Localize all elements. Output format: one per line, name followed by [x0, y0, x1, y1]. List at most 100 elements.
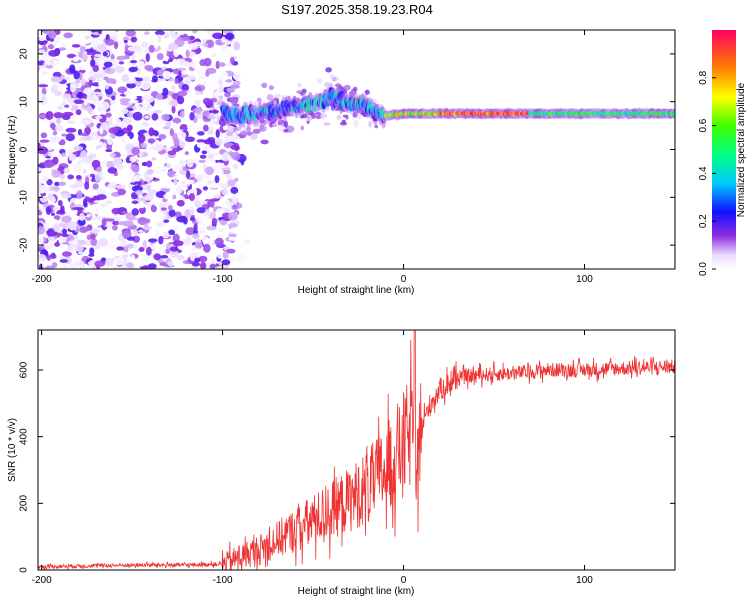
noise-speckle: [353, 119, 359, 128]
noise-speckle: [77, 218, 86, 226]
noise-speckle: [167, 170, 176, 178]
noise-speckle: [69, 263, 78, 268]
noise-speckle: [325, 67, 332, 73]
y-tick-label: -20: [19, 237, 30, 252]
noise-speckle: [124, 90, 132, 97]
noise-speckle: [232, 80, 241, 86]
noise-speckle: [121, 229, 132, 239]
noise-speckle: [158, 134, 167, 140]
noise-speckle: [227, 179, 236, 187]
noise-speckle: [47, 239, 54, 248]
noise-speckle: [62, 111, 74, 117]
noise-speckle: [111, 207, 121, 215]
noise-speckle: [83, 87, 93, 93]
noise-speckle: [184, 145, 189, 152]
noise-speckle: [156, 93, 163, 101]
noise-speckle: [212, 32, 224, 40]
noise-speckle: [210, 200, 215, 208]
noise-speckle: [308, 116, 313, 121]
noise-speckle: [121, 74, 130, 83]
noise-speckle: [136, 180, 142, 186]
noise-speckle: [217, 228, 224, 232]
noise-speckle: [156, 221, 166, 228]
noise-speckle: [45, 56, 53, 66]
noise-speckle: [131, 141, 139, 146]
noise-speckle: [207, 115, 216, 120]
noise-speckle: [80, 117, 92, 126]
noise-speckle: [214, 266, 222, 269]
noise-speckle: [38, 37, 45, 42]
noise-speckle: [151, 112, 159, 121]
noise-speckle: [92, 64, 100, 73]
noise-speckle: [171, 105, 176, 114]
noise-speckle: [122, 220, 134, 227]
noise-speckle: [107, 167, 118, 174]
noise-speckle: [57, 235, 69, 243]
noise-speckle: [67, 221, 78, 229]
noise-speckle: [201, 150, 208, 155]
noise-speckle: [96, 92, 104, 97]
noise-speckle: [220, 71, 229, 79]
noise-speckle: [163, 55, 170, 62]
noise-speckle: [159, 262, 167, 267]
noise-speckle: [218, 84, 224, 94]
noise-speckle: [38, 70, 44, 76]
noise-speckle: [189, 173, 196, 179]
noise-speckle: [323, 122, 331, 126]
noise-speckle: [97, 147, 105, 152]
noise-speckle: [199, 261, 207, 269]
noise-speckle: [123, 39, 128, 44]
noise-speckle: [233, 41, 241, 51]
noise-speckle: [55, 124, 63, 132]
noise-speckle: [189, 112, 195, 121]
noise-speckle: [106, 200, 112, 204]
noise-speckle: [80, 78, 86, 86]
noise-speckle: [259, 124, 265, 131]
noise-speckle: [186, 158, 194, 168]
noise-speckle: [266, 94, 274, 101]
noise-speckle: [131, 53, 136, 61]
noise-speckle: [169, 246, 179, 252]
noise-speckle: [50, 212, 56, 216]
noise-speckle: [229, 226, 239, 233]
noise-speckle: [229, 134, 240, 141]
noise-speckle: [104, 67, 116, 75]
noise-speckle: [214, 194, 220, 199]
noise-speckle: [221, 188, 229, 196]
noise-speckle: [47, 193, 54, 201]
noise-speckle: [208, 126, 215, 132]
noise-speckle: [126, 82, 137, 89]
noise-speckle: [160, 207, 167, 211]
noise-speckle: [113, 41, 119, 50]
noise-speckle: [59, 259, 68, 263]
spectrogram-x-ticks: -200 -100 0 100: [32, 30, 593, 285]
noise-speckle: [87, 106, 93, 115]
noise-speckle: [100, 121, 111, 130]
noise-speckle: [72, 207, 84, 211]
noise-speckle: [140, 82, 151, 91]
noise-speckle: [65, 30, 76, 34]
noise-speckle: [194, 86, 203, 91]
noise-speckle: [73, 164, 83, 172]
noise-speckle: [353, 86, 358, 92]
noise-speckle: [40, 132, 48, 139]
noise-speckle: [57, 47, 67, 51]
noise-speckle: [162, 60, 170, 65]
noise-speckle: [144, 115, 150, 119]
noise-speckle: [150, 204, 157, 213]
snr-panel: -200 -100 0 100 0 200 400 600 Height of straig…: [7, 329, 676, 597]
noise-speckle: [140, 143, 148, 148]
noise-speckle: [78, 64, 88, 71]
noise-speckle: [177, 90, 188, 97]
noise-speckle: [283, 129, 289, 133]
noise-speckle: [52, 130, 58, 136]
noise-speckle: [191, 262, 201, 267]
noise-speckle: [152, 118, 164, 128]
noise-speckle: [225, 199, 231, 206]
noise-speckle: [38, 184, 47, 194]
y-tick-label: 0: [19, 146, 30, 152]
noise-speckle: [214, 175, 220, 184]
noise-speckle: [135, 77, 143, 82]
noise-speckle: [38, 236, 45, 245]
noise-speckle: [148, 127, 155, 137]
